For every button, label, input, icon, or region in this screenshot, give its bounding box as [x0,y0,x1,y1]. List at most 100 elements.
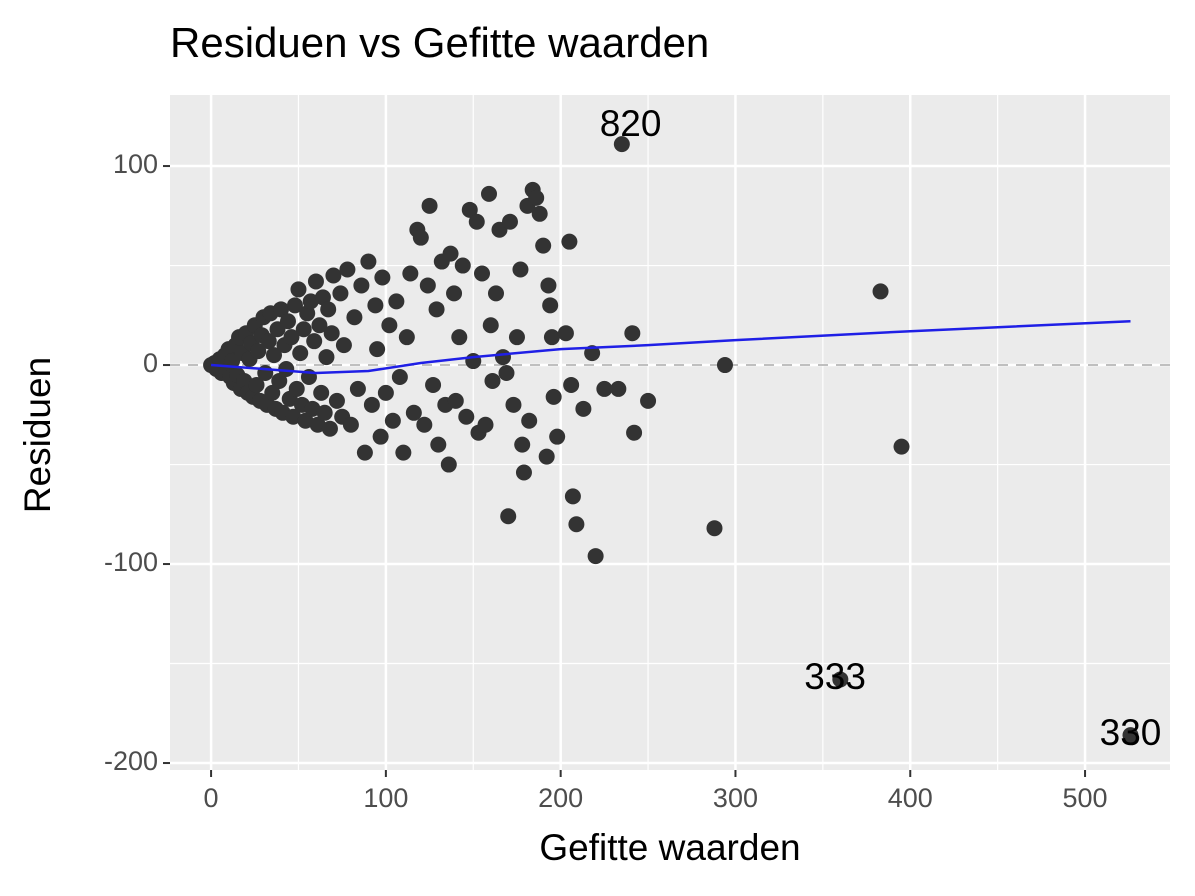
point [309,416,326,433]
point [446,285,463,302]
point [872,283,889,300]
point [377,384,394,401]
y-tick-label: -200 [104,746,158,776]
point [425,376,442,393]
point [367,297,384,314]
point [292,345,309,362]
point [716,357,733,374]
point [342,416,359,433]
point [487,285,504,302]
point [501,213,518,230]
point [405,404,422,421]
point [250,343,267,360]
point [332,285,349,302]
point [307,273,324,290]
point [549,428,566,445]
point [369,341,386,358]
point [288,380,305,397]
point [481,185,498,202]
point [568,516,585,533]
x-axis-title: Gefitte waarden [539,827,800,868]
point [311,317,328,334]
point [454,257,471,274]
point [349,380,366,397]
point [271,372,288,389]
chart-title: Residuen vs Gefitte waarden [170,19,709,66]
point [624,325,641,342]
point [535,237,552,254]
point [543,329,560,346]
point [381,317,398,334]
point [283,329,300,346]
point [430,436,447,453]
point [451,329,468,346]
point [561,233,578,250]
point [474,265,491,282]
point [494,349,511,366]
y-tick-label: -100 [104,547,158,577]
point [363,396,380,413]
point [528,189,545,206]
point [306,333,323,350]
point [626,424,643,441]
point [419,277,436,294]
annotation: 820 [600,103,662,144]
point [461,201,478,218]
smooth-line [210,320,1131,375]
point [360,253,377,270]
point [266,347,283,364]
point [563,376,580,393]
x-tick-label: 300 [713,783,758,813]
point [356,444,373,461]
point [295,321,312,338]
point [706,520,723,537]
y-axis-title: Residuen [17,357,58,513]
point [320,301,337,318]
point [297,412,314,429]
point [440,456,457,473]
point [640,392,657,409]
point [428,301,445,318]
point [279,313,296,330]
point [374,269,391,286]
point [302,293,319,310]
point [402,265,419,282]
point [384,412,401,429]
point [339,261,356,278]
x-tick-label: 200 [538,783,583,813]
point [285,408,302,425]
point [512,261,529,278]
point [416,416,433,433]
point [505,396,522,413]
point [564,488,581,505]
point [388,293,405,310]
point [257,364,274,381]
point [318,349,335,366]
point [596,380,613,397]
point [421,197,438,214]
point [328,392,345,409]
point [832,671,849,688]
x-tick-label: 0 [204,783,219,813]
point [587,548,604,565]
y-tick-label: 100 [113,149,158,179]
point [395,444,412,461]
point [540,277,557,294]
point [272,301,289,318]
point [264,384,281,401]
point [260,333,277,350]
point [508,329,525,346]
point [278,361,295,378]
point [538,448,555,465]
point [514,436,531,453]
point [613,136,630,153]
point [313,384,330,401]
point [286,297,303,314]
annotation: 333 [804,656,866,697]
point [323,325,340,342]
point [557,325,574,342]
point [468,213,485,230]
point [290,281,307,298]
point [531,205,548,222]
point [498,364,515,381]
